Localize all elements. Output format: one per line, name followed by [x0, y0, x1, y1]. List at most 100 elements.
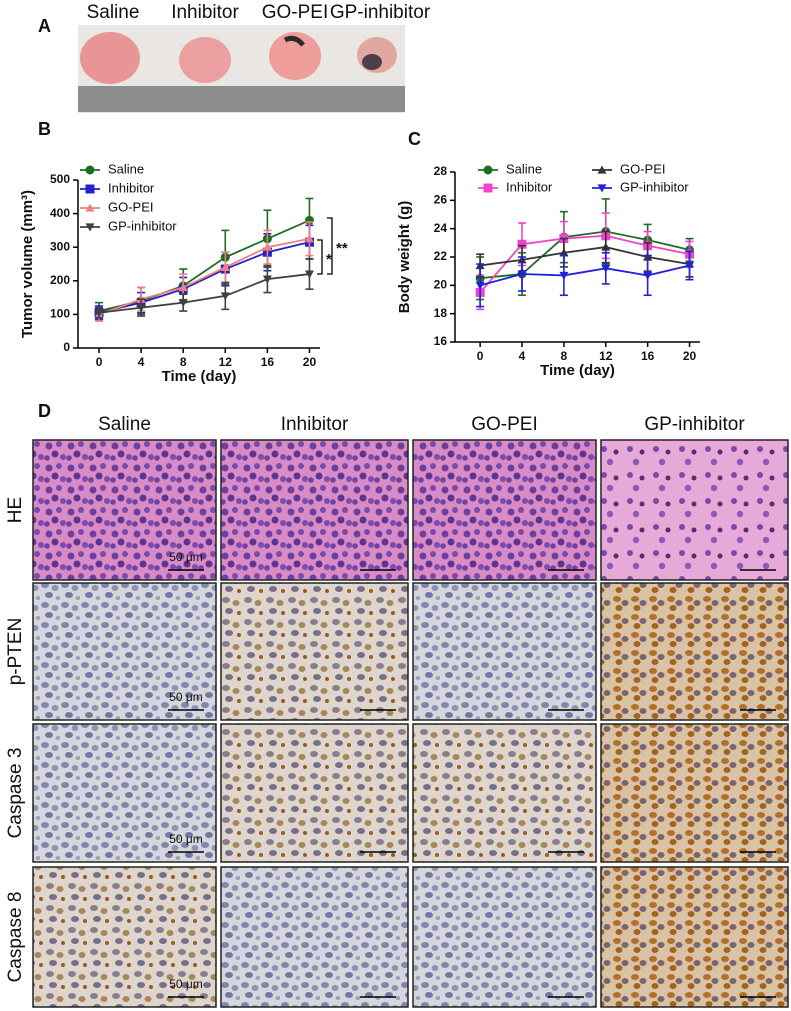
significance-bracket — [317, 239, 323, 275]
x-axis-title: Time (day) — [540, 362, 615, 379]
legend-marker — [597, 184, 607, 193]
significance-bracket — [327, 217, 333, 275]
y-tick-label: 18 — [434, 306, 448, 320]
marker — [136, 304, 146, 313]
marker — [517, 239, 527, 249]
x-tick-label: 12 — [599, 349, 613, 363]
y-tick-label: 300 — [50, 239, 70, 253]
micrograph — [600, 723, 789, 863]
series-line — [98, 241, 310, 314]
micrograph — [32, 582, 217, 721]
micrograph — [32, 439, 217, 581]
legend-label: Saline — [108, 161, 144, 176]
y-axis-title: Tumor volume (mm³) — [19, 190, 36, 338]
y-tick-label: 100 — [50, 307, 70, 321]
micrograph — [220, 866, 409, 1008]
row-label: Caspase 3 — [5, 748, 26, 839]
group-label: Inhibitor — [171, 2, 239, 23]
legend-label: GP-inhibitor — [108, 218, 177, 233]
series-line — [98, 273, 310, 314]
x-tick-label: 8 — [561, 349, 568, 363]
legend-label: Inhibitor — [506, 179, 553, 194]
legend-label: Inhibitor — [108, 180, 155, 195]
legend-label: GO-PEI — [108, 199, 154, 214]
micrograph — [32, 866, 217, 1008]
marker — [304, 270, 314, 279]
marker — [220, 292, 230, 301]
marker — [685, 261, 695, 270]
marker — [178, 283, 188, 292]
micrograph — [600, 439, 789, 581]
micrograph — [220, 723, 409, 863]
micrograph — [412, 723, 597, 863]
series-line — [480, 230, 690, 280]
series-line — [480, 246, 690, 267]
micrograph — [220, 582, 409, 721]
micrograph — [600, 582, 789, 721]
legend-label: Saline — [506, 161, 542, 176]
marker — [304, 234, 314, 243]
legend-marker — [85, 184, 95, 194]
marker — [262, 275, 272, 284]
micrograph — [412, 866, 597, 1008]
x-tick-label: 4 — [519, 349, 526, 363]
scale-bar-label: 50 μm — [169, 832, 203, 846]
y-axis-title: Body weight (g) — [396, 201, 413, 314]
series-line — [98, 237, 310, 316]
x-tick-label: 12 — [219, 355, 233, 369]
column-header: Inhibitor — [281, 414, 349, 435]
x-tick-label: 0 — [96, 355, 103, 369]
marker — [262, 242, 272, 251]
legend-marker — [483, 183, 493, 193]
marker — [601, 264, 611, 273]
y-tick-label: 22 — [434, 249, 448, 263]
group-label: GP-inhibitor — [330, 2, 431, 23]
panel-label: A — [38, 16, 51, 36]
series-line — [98, 219, 310, 312]
marker — [601, 242, 611, 251]
legend-label: GO-PEI — [620, 161, 666, 176]
panel-label: C — [408, 129, 421, 149]
y-tick-label: 26 — [434, 193, 448, 207]
y-tick-label: 28 — [434, 164, 448, 178]
y-tick-label: 16 — [434, 334, 448, 348]
x-tick-label: 16 — [641, 349, 655, 363]
group-label: GO-PEI — [262, 2, 329, 23]
scale-bar-label: 50 μm — [169, 690, 203, 704]
micrograph — [220, 439, 409, 581]
series-line — [479, 264, 690, 287]
column-header: GP-inhibitor — [644, 414, 745, 435]
micrograph — [32, 723, 217, 863]
row-label: HE — [5, 497, 26, 523]
marker — [559, 271, 569, 280]
scale-bar-label: 50 μm — [169, 550, 203, 564]
row-label: Caspase 8 — [5, 892, 26, 983]
x-tick-label: 20 — [683, 349, 697, 363]
marker — [517, 270, 527, 279]
y-tick-label: 400 — [50, 206, 70, 220]
legend-label: GP-inhibitor — [620, 179, 689, 194]
series-line — [479, 234, 690, 294]
x-tick-label: 0 — [477, 349, 484, 363]
marker — [220, 262, 230, 271]
y-tick-label: 500 — [50, 172, 70, 186]
y-tick-label: 0 — [63, 340, 70, 354]
row-label: p-PTEN — [5, 618, 26, 686]
y-tick-label: 20 — [434, 278, 448, 292]
micrograph — [412, 439, 597, 581]
column-header: GO-PEI — [471, 414, 538, 435]
marker — [178, 299, 188, 308]
scale-bar-label: 50 μm — [169, 977, 203, 991]
significance-label: * — [326, 251, 332, 268]
marker — [643, 271, 653, 280]
tumor-photo — [78, 25, 405, 113]
marker — [94, 309, 104, 318]
legend-marker — [85, 165, 95, 175]
x-tick-label: 20 — [303, 355, 317, 369]
marker — [559, 248, 569, 257]
marker — [475, 281, 485, 290]
x-tick-label: 16 — [261, 355, 275, 369]
x-tick-label: 8 — [180, 355, 187, 369]
y-tick-label: 200 — [50, 273, 70, 287]
